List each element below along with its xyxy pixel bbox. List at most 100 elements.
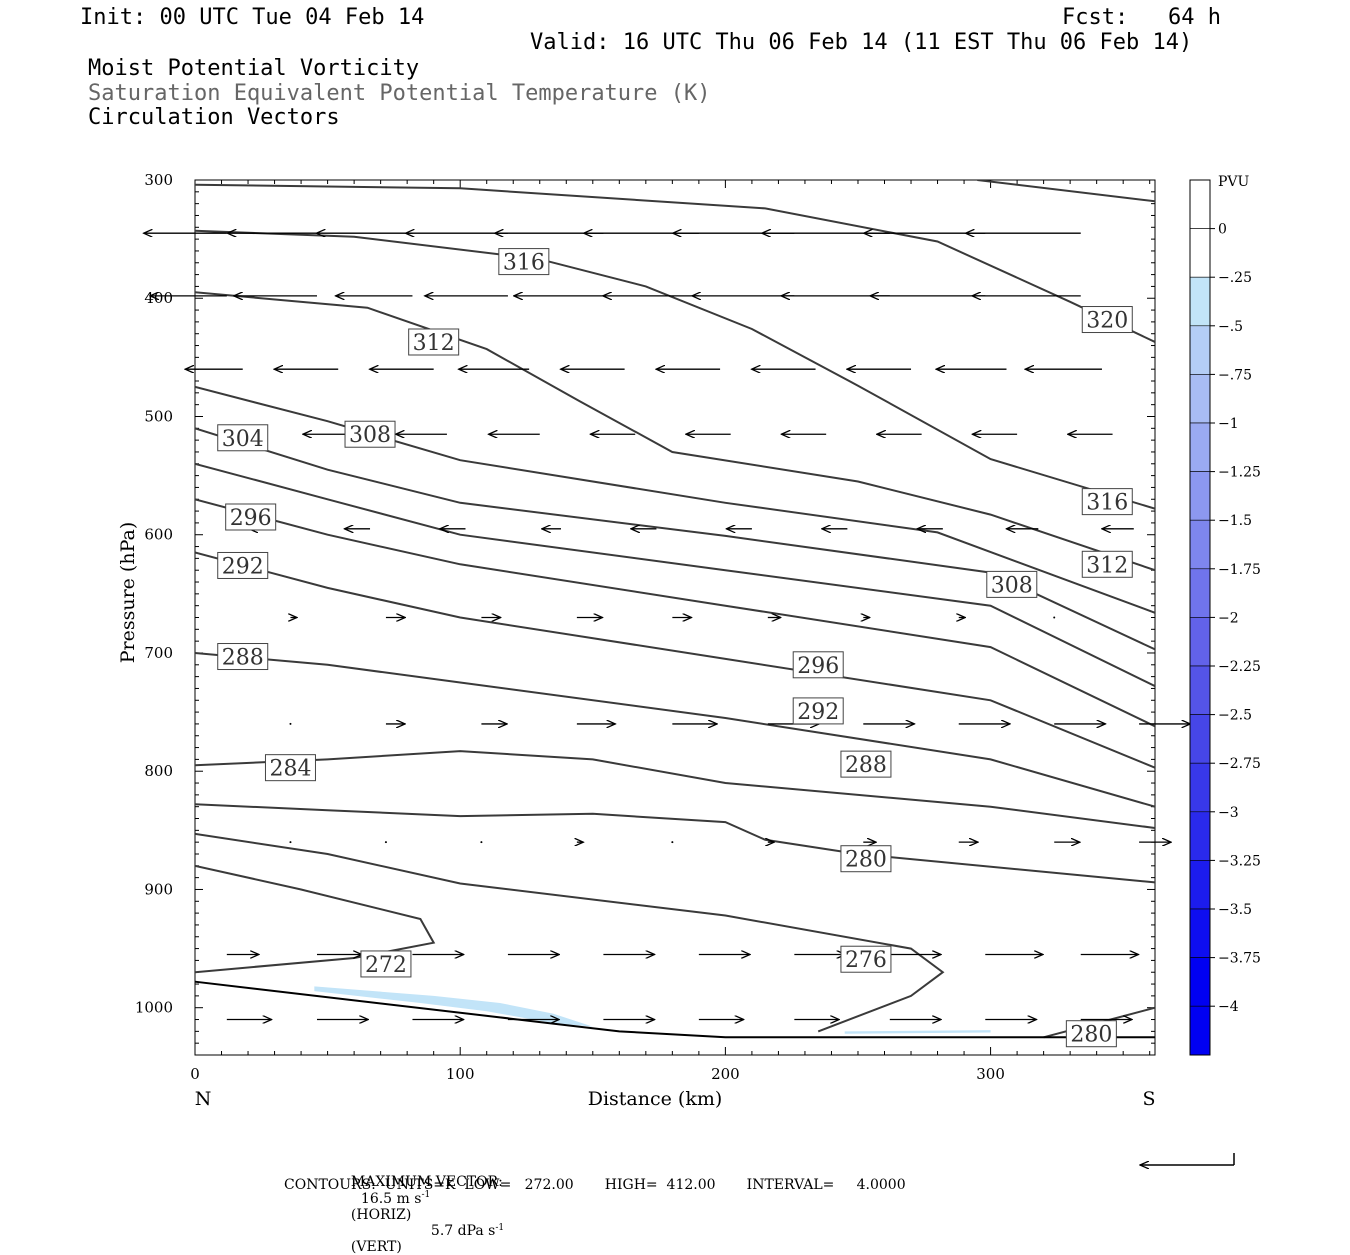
- colorbar-cell: [1189, 228, 1211, 278]
- theta-e-contour: [195, 183, 1155, 343]
- contour-label-box: [498, 248, 550, 276]
- contour-label-box: [1081, 488, 1133, 516]
- max-horiz-unit: (HORIZ): [350, 1206, 412, 1223]
- contour-label: 276: [845, 948, 887, 973]
- circulation-vector: [289, 841, 292, 844]
- contour-label-box: [840, 945, 892, 973]
- contour-label: 288: [845, 753, 887, 778]
- colorbar-cell: [1189, 519, 1211, 570]
- colorbar-cell: [1189, 374, 1211, 424]
- contour-label-box: [840, 750, 892, 778]
- contour-label-box: [1081, 550, 1133, 578]
- x-end-label-south: S: [1142, 1088, 1155, 1110]
- contour-label-box: [986, 570, 1038, 598]
- colorbar-cell: [1189, 957, 1211, 1007]
- theta-e-contour: [195, 385, 1155, 614]
- contour-label-box: [792, 651, 844, 679]
- contour-label: 292: [797, 700, 839, 725]
- y-tick-label: 900: [144, 880, 173, 898]
- contour-label: 320: [1086, 309, 1128, 334]
- pv-shade-region: [844, 1030, 991, 1034]
- colorbar-tick-label: 0: [1218, 222, 1227, 238]
- colorbar-tick-label: −3.5: [1218, 902, 1252, 918]
- theta-e-contour: [195, 551, 1155, 769]
- contour-label-box: [360, 950, 412, 978]
- contour-label: 312: [413, 331, 455, 356]
- colorbar-cell: [1189, 665, 1211, 715]
- colorbar-tick-label: −1.5: [1218, 513, 1252, 529]
- theta-e-contour: [195, 462, 1155, 687]
- y-tick-label: 600: [144, 526, 173, 544]
- y-tick-label: 700: [144, 644, 173, 662]
- contour-label: 316: [1086, 491, 1128, 516]
- x-end-label-north: N: [195, 1088, 212, 1110]
- theta-e-contour: [195, 750, 1155, 829]
- contour-label: 304: [222, 427, 264, 452]
- theta-e-contour: [195, 291, 1155, 572]
- colorbar-tick-label: −2.25: [1218, 659, 1261, 675]
- y-tick-label: 800: [144, 762, 173, 780]
- contour-label-box: [217, 424, 269, 452]
- colorbar-title: PVU: [1218, 174, 1250, 190]
- contour-label: 280: [845, 848, 887, 873]
- field-title-mpv: Moist Potential Vorticity: [88, 56, 420, 81]
- ground-surface-line: [194, 980, 1155, 1039]
- colorbar-tick-label: −.5: [1218, 319, 1243, 335]
- theta-e-contour: [977, 180, 1155, 203]
- max-horiz-value: 16.5 m s: [360, 1190, 422, 1207]
- colorbar-tick-label: −2.75: [1218, 756, 1261, 772]
- colorbar-tick-label: −4: [1218, 999, 1239, 1015]
- contour-label: 272: [365, 953, 407, 978]
- colorbar-tick-label: −2: [1218, 610, 1239, 626]
- colorbar-tick-label: −1: [1218, 416, 1239, 432]
- colorbar-cell: [1189, 568, 1211, 618]
- colorbar-tick-label: −2.5: [1218, 708, 1252, 724]
- y-tick-label: 500: [144, 407, 173, 425]
- theta-e-contour: [195, 652, 1155, 808]
- colorbar-cell: [1189, 762, 1211, 813]
- valid-time: Valid: 16 UTC Thu 06 Feb 14 (11 EST Thu …: [530, 30, 1193, 55]
- field-title-theta-e: Saturation Equivalent Potential Temperat…: [88, 81, 711, 106]
- colorbar-cell: [1189, 860, 1211, 910]
- contour-label-box: [408, 328, 460, 356]
- theta-e-contour: [195, 803, 1155, 884]
- contour-label-box: [1065, 1020, 1117, 1048]
- cross-section-chart: 300 400 500 600 700 800 900 1000 0 100 200 300 Dista…: [117, 171, 1261, 1200]
- colorbar-cell: [1189, 471, 1211, 521]
- contour-label: 312: [1086, 553, 1128, 578]
- max-vert-unit: (VERT): [350, 1239, 402, 1255]
- theta-e-contour: [195, 864, 436, 974]
- contour-label: 308: [349, 423, 391, 448]
- contour-label-box: [264, 754, 316, 782]
- contour-label: 292: [222, 554, 264, 579]
- y-axis-title: Pressure (hPa): [117, 522, 139, 664]
- field-title-vectors: Circulation Vectors: [88, 105, 340, 130]
- forecast-hour: Fcst: 64 h: [1062, 5, 1221, 30]
- colorbar-tick-label: −3: [1218, 805, 1239, 821]
- theta-e-contour: [195, 498, 1155, 728]
- max-vector-label: MAXIMUM VECTOR: 16.5 m s-1 (HORIZ) 5.7 d…: [342, 1158, 504, 1255]
- pv-shade-region: [314, 986, 593, 1027]
- init-time: Init: 00 UTC Tue 04 Feb 14: [80, 5, 425, 30]
- colorbar-tick-label: −3.25: [1218, 853, 1261, 869]
- circulation-vector: [384, 841, 387, 844]
- colorbar-tick-label: −3.75: [1218, 951, 1261, 967]
- theta-e-contour: [195, 832, 945, 1033]
- contour-info: CONTOURS: UNITS=K LOW= 272.00 HIGH= 412.…: [284, 1177, 906, 1193]
- x-tick-label: 100: [446, 1065, 475, 1083]
- contour-label-box: [1081, 306, 1133, 334]
- colorbar-cell: [1189, 422, 1211, 472]
- contour-label: 284: [269, 757, 311, 782]
- contour-label-box: [840, 845, 892, 873]
- x-tick-label: 0: [190, 1065, 200, 1083]
- circulation-vector: [289, 722, 292, 725]
- x-axis-title: Distance (km): [588, 1088, 723, 1110]
- colorbar-tick-label: −.25: [1218, 270, 1252, 286]
- colorbar-tick-label: −1.25: [1218, 465, 1261, 481]
- colorbar-cell: [1189, 908, 1211, 958]
- contour-label-box: [344, 420, 396, 448]
- max-horiz-exponent: -1: [421, 1190, 431, 1200]
- theta-e-contour: [195, 229, 1155, 510]
- contour-label-box: [217, 643, 269, 671]
- colorbar-cell: [1189, 811, 1211, 861]
